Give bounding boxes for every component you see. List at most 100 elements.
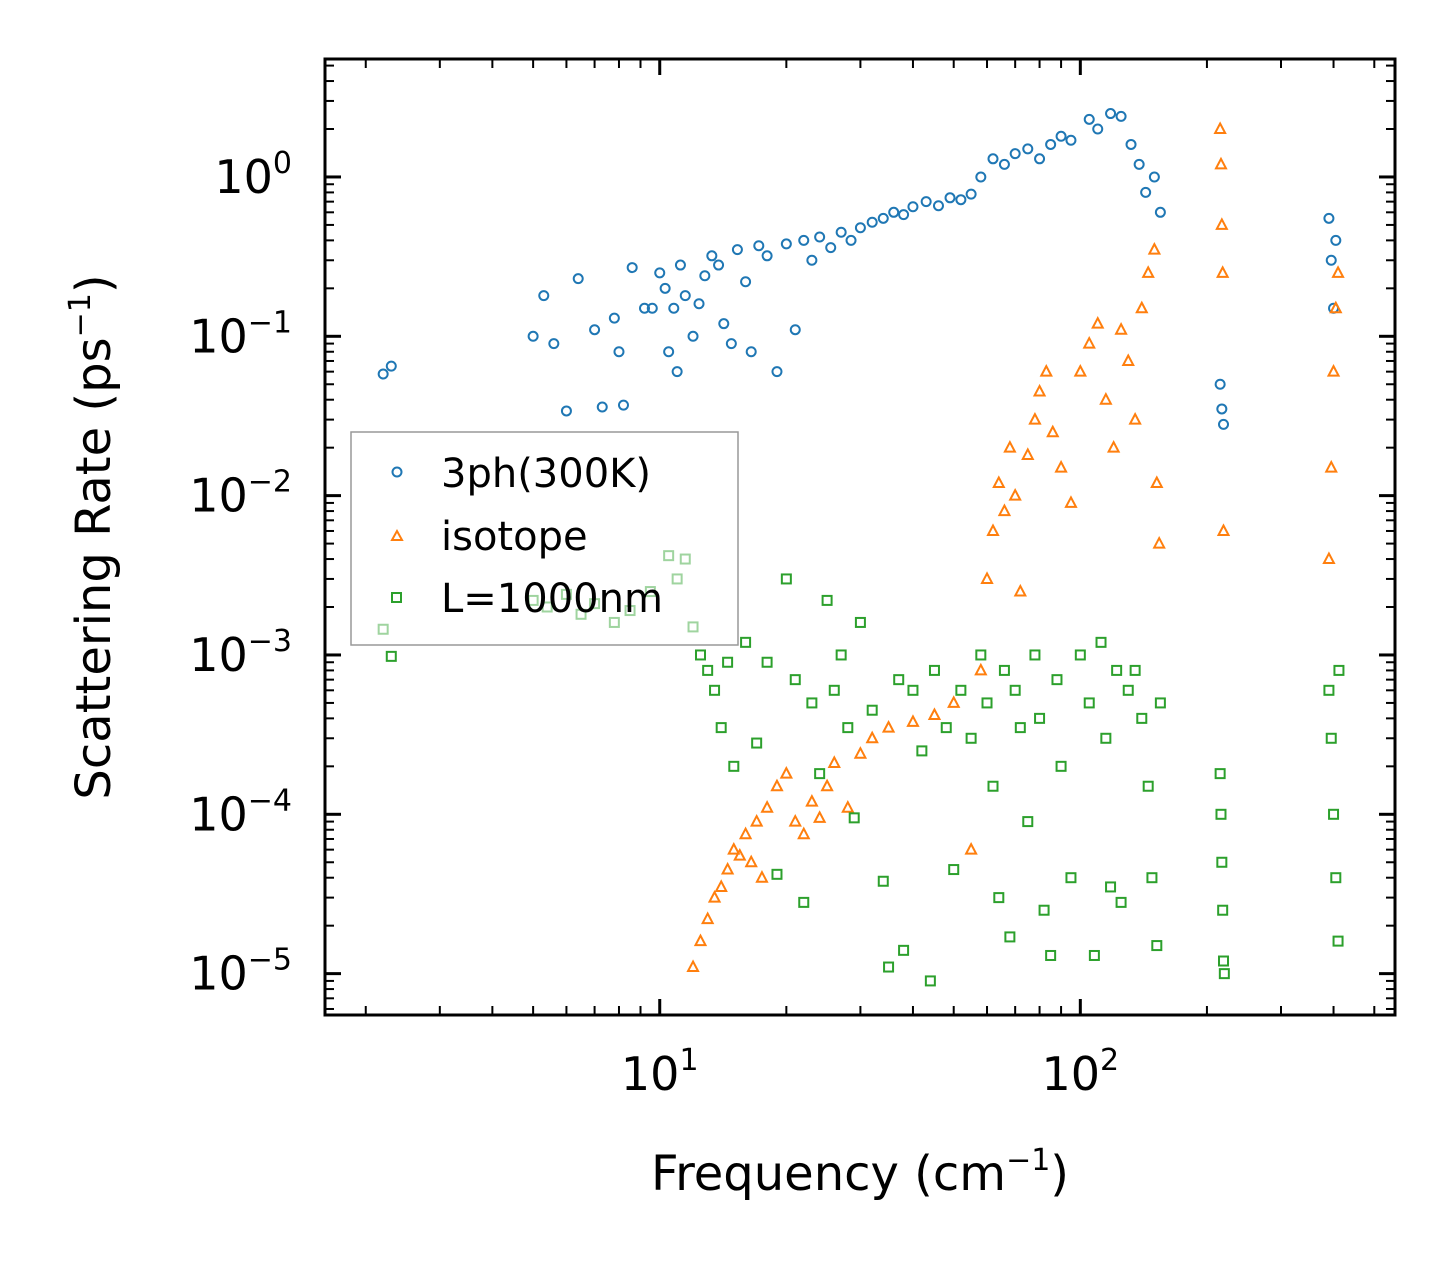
data-point — [613, 346, 625, 358]
data-point — [1216, 523, 1231, 536]
data-point — [906, 714, 920, 727]
data-point — [1083, 113, 1095, 125]
data-point — [798, 234, 810, 246]
data-point — [1034, 712, 1046, 724]
data-point — [1073, 363, 1087, 377]
data-point — [572, 273, 584, 285]
data-point — [617, 399, 629, 411]
data-point — [626, 262, 638, 274]
data-point — [806, 254, 818, 266]
data-point — [1128, 411, 1142, 425]
data-point — [646, 302, 658, 314]
data-point — [841, 800, 855, 813]
data-point — [1216, 856, 1228, 868]
data-point — [1083, 697, 1095, 709]
data-point — [1039, 363, 1053, 377]
data-point — [1142, 780, 1154, 792]
data-point — [1129, 664, 1141, 676]
data-point — [888, 206, 900, 218]
data-point — [761, 656, 773, 668]
data-point — [733, 848, 747, 861]
data-point — [1008, 487, 1022, 501]
data-point — [992, 475, 1006, 489]
data-point — [1099, 392, 1113, 405]
data-point — [608, 312, 620, 324]
data-point — [820, 778, 834, 792]
data-point — [1325, 732, 1337, 744]
data-point — [893, 674, 905, 686]
data-point — [1215, 808, 1227, 820]
data-point — [883, 961, 895, 973]
data-point — [728, 760, 740, 772]
data-point — [1154, 697, 1166, 709]
data-point — [1328, 808, 1340, 820]
data-point — [1323, 684, 1335, 696]
data-point — [1065, 872, 1077, 884]
data-point — [745, 346, 757, 358]
data-point — [1325, 254, 1337, 266]
legend: 3ph(300K) isotope L=1000nm — [350, 431, 739, 646]
data-point — [731, 244, 743, 256]
data-point — [1115, 896, 1127, 908]
data-point — [1051, 674, 1063, 686]
data-point — [761, 250, 773, 262]
data-point — [1323, 212, 1335, 224]
data-point — [725, 338, 737, 350]
data-point — [722, 656, 734, 668]
data-point — [1100, 732, 1112, 744]
data-point — [771, 868, 783, 880]
data-point — [789, 324, 801, 336]
data-point — [753, 240, 765, 252]
data-point — [947, 695, 961, 708]
data-point — [1147, 241, 1162, 255]
data-point — [853, 746, 868, 759]
data-point — [1074, 649, 1086, 661]
data-point — [1122, 684, 1134, 696]
data-point — [693, 933, 708, 947]
data-point — [699, 270, 711, 282]
data-point — [1330, 872, 1342, 884]
data-point — [740, 276, 752, 288]
data-point — [751, 737, 763, 749]
y-tick-label: 100 — [214, 146, 292, 204]
data-point — [975, 171, 987, 183]
data-point — [718, 318, 730, 330]
data-point — [975, 649, 987, 661]
data-point — [1046, 424, 1060, 438]
data-point — [1009, 148, 1021, 160]
x-tick-label: 101 — [621, 1043, 699, 1101]
data-point — [738, 826, 753, 840]
data-point — [771, 366, 783, 378]
data-point — [866, 216, 878, 228]
data-point — [780, 238, 792, 250]
data-point — [385, 360, 397, 372]
data-point — [812, 810, 827, 823]
data-point — [715, 722, 727, 734]
data-point — [835, 226, 847, 238]
data-point — [1331, 265, 1345, 278]
data-point — [1055, 130, 1067, 142]
data-point — [927, 707, 942, 720]
data-point — [1054, 459, 1068, 473]
y-tick-label: 10−1 — [189, 305, 292, 363]
data-point — [1029, 649, 1041, 661]
data-point — [788, 813, 802, 827]
data-point — [770, 778, 784, 792]
data-point — [709, 684, 721, 696]
data-point — [998, 158, 1010, 170]
data-point — [1003, 440, 1017, 453]
data-point — [694, 649, 706, 661]
data-point — [693, 298, 705, 310]
data-point — [1217, 904, 1229, 916]
data-point — [827, 755, 841, 768]
data-point — [1082, 335, 1096, 349]
data-point — [1032, 383, 1047, 397]
data-point — [924, 975, 936, 987]
data-point — [1333, 664, 1345, 676]
x-tick-label: 102 — [1042, 1043, 1120, 1101]
y-tick-label: 10−3 — [189, 624, 292, 682]
data-point — [1105, 881, 1117, 893]
legend-box — [350, 431, 739, 646]
data-point — [1140, 186, 1152, 198]
data-point — [1324, 459, 1338, 473]
